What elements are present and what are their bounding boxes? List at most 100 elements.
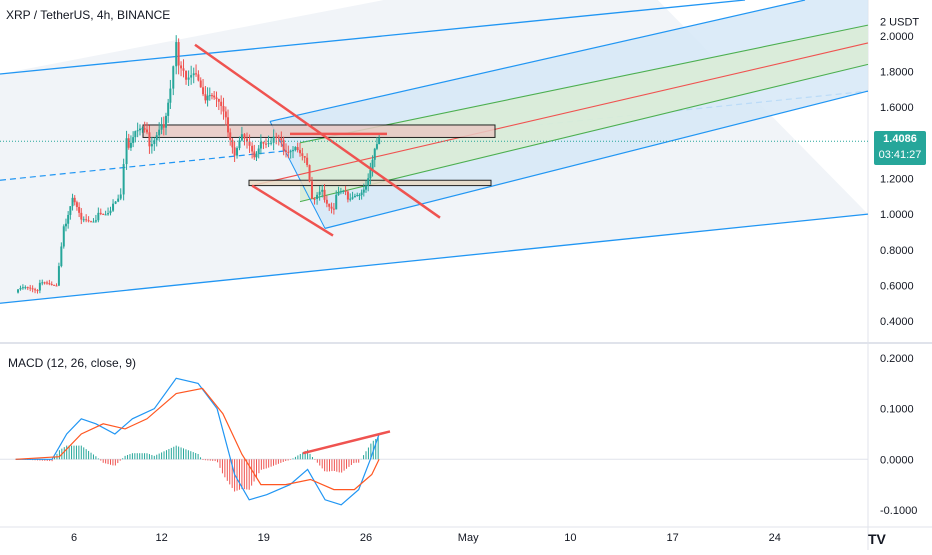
candle-body bbox=[19, 287, 22, 290]
pitchfork-median-line bbox=[251, 42, 869, 187]
candle-body bbox=[85, 219, 88, 221]
time-axis-tick: May bbox=[458, 532, 479, 544]
candle-body bbox=[373, 148, 376, 160]
candle-body bbox=[342, 191, 345, 193]
candle-body bbox=[104, 214, 107, 216]
price-axis-tick: 1.6000 bbox=[880, 102, 914, 114]
candle-body bbox=[175, 42, 178, 67]
candle-body bbox=[78, 206, 81, 213]
candle-body bbox=[107, 213, 110, 215]
candle-body bbox=[217, 99, 220, 102]
candle-body bbox=[97, 212, 100, 221]
candle-body bbox=[371, 159, 374, 170]
candle-body bbox=[53, 284, 56, 286]
candle-body bbox=[199, 80, 202, 88]
candle-body bbox=[303, 155, 306, 158]
candle-body bbox=[292, 150, 294, 152]
candle-body bbox=[136, 130, 139, 132]
candle-body bbox=[38, 282, 41, 291]
candle-body bbox=[172, 66, 175, 89]
macd-axis-tick: 0.0000 bbox=[880, 454, 914, 466]
candle-body bbox=[41, 282, 44, 284]
candle-body bbox=[356, 195, 359, 197]
candle-body bbox=[349, 198, 352, 200]
candle-body bbox=[282, 140, 285, 151]
candle-body bbox=[328, 203, 331, 207]
candle-body bbox=[57, 266, 60, 286]
pitchfork-lower-line bbox=[324, 90, 869, 229]
candle-body bbox=[299, 150, 302, 154]
macd-axis-tick: -0.1000 bbox=[880, 505, 917, 517]
candle-body bbox=[275, 136, 278, 138]
descending-support-line bbox=[251, 184, 334, 237]
candle-body bbox=[321, 189, 324, 192]
price-axis-tick: 1.0000 bbox=[880, 209, 914, 221]
candle-body bbox=[280, 138, 283, 141]
candle-body bbox=[132, 137, 135, 143]
price-axis-tick: 0.8000 bbox=[880, 245, 914, 257]
candle-body bbox=[34, 289, 37, 291]
candle-body bbox=[262, 141, 265, 144]
candle-body bbox=[114, 201, 117, 204]
candle-body bbox=[318, 191, 321, 195]
candle-body bbox=[92, 221, 95, 223]
candle-body bbox=[150, 144, 153, 147]
candle-body bbox=[75, 202, 78, 207]
candle-body bbox=[284, 150, 287, 152]
candle-body bbox=[187, 77, 190, 80]
candle-body bbox=[117, 198, 120, 202]
candle-body bbox=[190, 75, 193, 78]
candle-body bbox=[36, 290, 39, 292]
candle-body bbox=[31, 288, 34, 290]
candle-body bbox=[375, 144, 378, 149]
last-price-tag: 1.4086 03:41:27 bbox=[874, 131, 926, 166]
candle-body bbox=[251, 145, 254, 152]
candle-body bbox=[197, 74, 200, 81]
candle-body bbox=[158, 129, 161, 136]
candle-body bbox=[220, 101, 223, 107]
candle-body bbox=[94, 220, 97, 222]
price-axis-tick: 0.4000 bbox=[880, 316, 914, 328]
candle-body bbox=[134, 131, 137, 138]
candle-body bbox=[180, 65, 183, 69]
candle-body bbox=[206, 95, 209, 101]
candle-body bbox=[129, 142, 132, 148]
candle-body bbox=[360, 192, 363, 196]
candle-body bbox=[369, 169, 372, 179]
candle-body bbox=[122, 164, 125, 195]
candle-body bbox=[227, 117, 230, 133]
time-axis-tick: 12 bbox=[155, 532, 167, 544]
candle-body bbox=[310, 181, 313, 199]
candle-body bbox=[236, 148, 239, 156]
candle-body bbox=[109, 210, 112, 214]
candle-body bbox=[240, 134, 243, 141]
candle-body bbox=[335, 194, 338, 210]
candle-body bbox=[182, 68, 185, 71]
candle-body bbox=[177, 42, 180, 66]
candle-body bbox=[308, 165, 311, 182]
candle-body bbox=[112, 203, 115, 211]
price-axis-tick: 2.0000 bbox=[880, 31, 914, 43]
candle-body bbox=[169, 88, 172, 103]
candle-body bbox=[210, 95, 213, 97]
candle-body bbox=[155, 135, 158, 141]
candle-body bbox=[358, 195, 361, 197]
candle-body bbox=[26, 287, 29, 289]
candle-body bbox=[253, 151, 256, 158]
candle-body bbox=[119, 194, 122, 199]
descending-trendline bbox=[194, 43, 441, 219]
candle-body bbox=[351, 197, 354, 199]
last-price-value: 1.4086 bbox=[883, 133, 917, 146]
candle-body bbox=[257, 148, 260, 154]
candle-body bbox=[127, 138, 130, 148]
candle-body bbox=[24, 287, 27, 289]
candle-body bbox=[378, 137, 381, 145]
candle-body bbox=[339, 191, 342, 193]
candle-body bbox=[64, 223, 67, 227]
candle-body bbox=[231, 139, 234, 148]
candle-body bbox=[213, 95, 216, 98]
candle-body bbox=[296, 147, 299, 151]
candle-body bbox=[222, 106, 225, 112]
